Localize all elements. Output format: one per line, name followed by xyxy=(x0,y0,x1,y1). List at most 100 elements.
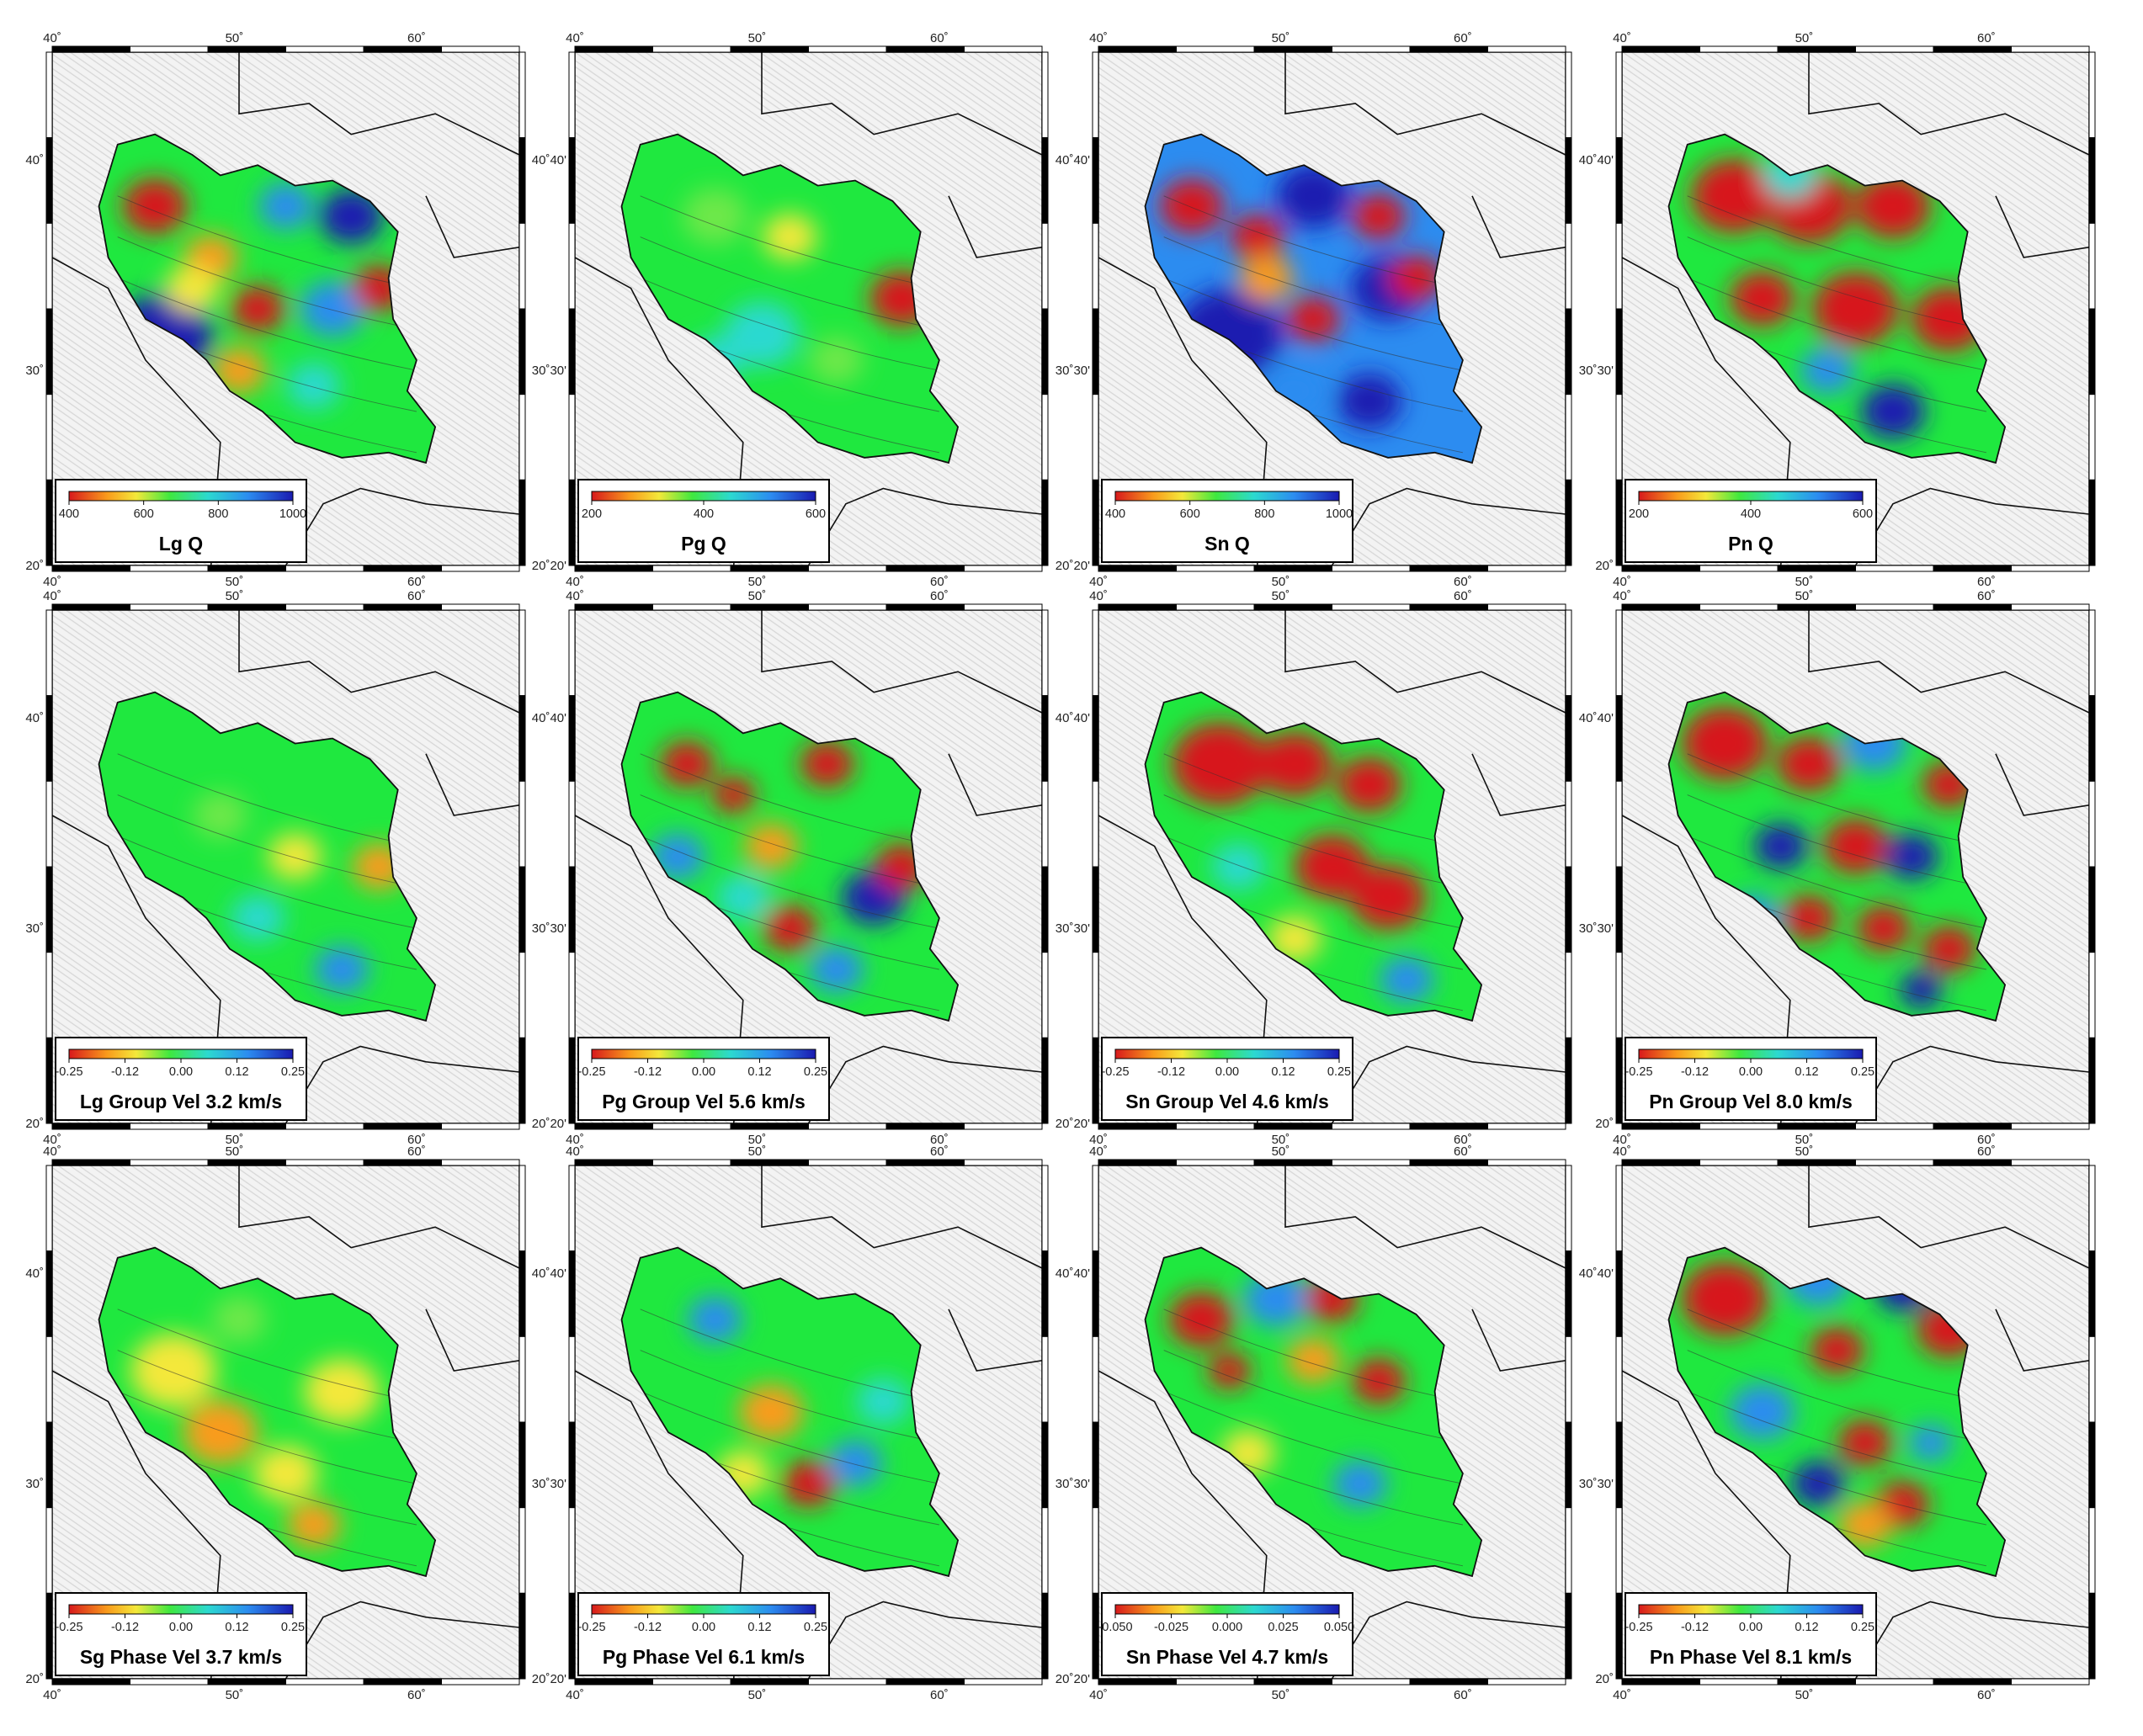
iran-border xyxy=(620,1246,960,1578)
colorbar-label: 600 xyxy=(1853,507,1873,521)
frame-tick-left xyxy=(1615,1165,1623,1252)
frame-tick-top xyxy=(1487,603,1566,611)
map-panel: 40˚ 40˚ 50˚ 50˚ 60˚ 60˚ 40˚40' 30˚30' 20˚ -0.25 -0… xyxy=(1579,1144,2096,1702)
anomaly-blob xyxy=(715,874,770,921)
lat-label: 20˚ xyxy=(25,1117,44,1131)
western-border xyxy=(1621,1370,1791,1680)
frame-tick-top xyxy=(1621,45,1700,53)
frame-tick-bottom xyxy=(730,1678,809,1686)
frame-tick-left xyxy=(1615,1037,1623,1124)
anomaly-blob xyxy=(1332,1460,1387,1507)
lat-label: 40˚40' xyxy=(532,1266,566,1281)
frame-tick-left xyxy=(45,1335,53,1423)
lon-label-top: 50˚ xyxy=(1795,1144,1814,1159)
lon-label-top: 50˚ xyxy=(226,1144,244,1159)
lon-label-bottom: 40˚ xyxy=(43,1688,61,1702)
lon-label-top: 50˚ xyxy=(1272,31,1290,45)
frame-tick-right xyxy=(518,1165,526,1252)
anomaly-blob xyxy=(1782,895,1836,942)
frame-tick-right xyxy=(518,780,526,868)
colorbar xyxy=(1638,491,1864,502)
anomaly-blob xyxy=(1776,736,1842,792)
panel-title: Lg Group Vel 3.2 km/s xyxy=(80,1091,282,1112)
anomaly-blob xyxy=(800,741,854,788)
colorbar-label: -0.25 xyxy=(577,1065,605,1079)
colorbar-label: 0.25 xyxy=(804,1621,827,1634)
frame-tick-top xyxy=(363,603,442,611)
frame-tick-left xyxy=(568,1037,576,1124)
anomaly-blob xyxy=(1159,178,1225,234)
frame-tick-left xyxy=(1092,222,1099,310)
lat-label: 20˚ xyxy=(1595,1672,1614,1686)
anomaly-blob xyxy=(724,302,800,367)
frame-tick-bottom xyxy=(885,1678,965,1686)
frame-tick-left xyxy=(45,695,53,782)
anomaly-blob xyxy=(828,1440,882,1487)
colorbar-label: 0.00 xyxy=(692,1065,715,1079)
frame-tick-top xyxy=(1621,1159,1700,1166)
frame-tick-top xyxy=(285,603,364,611)
lat-label: 20˚ xyxy=(25,1672,44,1686)
anomaly-blob xyxy=(1380,956,1434,1003)
frame-tick-top xyxy=(1253,1159,1332,1166)
frame-tick-top xyxy=(1176,603,1255,611)
frame-tick-top xyxy=(1699,45,1779,53)
eastern-border xyxy=(1471,1309,1566,1372)
frame-tick-bottom xyxy=(1098,1678,1177,1686)
frame-tick-left xyxy=(1092,952,1099,1038)
lon-label-bottom: 60˚ xyxy=(930,575,949,589)
frame-tick-top xyxy=(1699,603,1779,611)
frame-tick-right xyxy=(1565,137,1572,224)
frame-tick-right xyxy=(518,222,526,310)
frame-tick-right xyxy=(518,1421,526,1509)
lon-label-top: 50˚ xyxy=(748,589,767,603)
country-borders xyxy=(1098,1165,1566,1680)
lon-label-bottom: 50˚ xyxy=(226,575,244,589)
lon-label-bottom: 50˚ xyxy=(1795,575,1814,589)
frame-tick-bottom xyxy=(1409,1678,1488,1686)
anomaly-blob xyxy=(1352,193,1406,240)
iran-border xyxy=(1144,133,1483,465)
frame-tick-bottom xyxy=(1933,1123,2012,1130)
frame-tick-right xyxy=(518,1250,526,1337)
frame-tick-left xyxy=(1092,1507,1099,1594)
iran-border xyxy=(98,1246,437,1578)
frame-tick-top xyxy=(1777,1159,1856,1166)
colorbar xyxy=(591,1049,816,1059)
country-borders xyxy=(1621,1165,2090,1680)
lon-label-bottom: 40˚ xyxy=(1089,1688,1108,1702)
frame-tick-left xyxy=(1092,609,1099,697)
anomaly-blob xyxy=(809,337,864,384)
frame-tick-bottom xyxy=(1332,1678,1411,1686)
frame-tick-bottom xyxy=(1855,1678,1934,1686)
eastern-border xyxy=(1995,753,2090,816)
frame-tick-top xyxy=(2011,45,2090,53)
colorbar xyxy=(1114,1604,1340,1615)
frame-tick-bottom xyxy=(730,1123,809,1130)
anomaly-blob xyxy=(1908,1424,1952,1462)
frame-tick-top xyxy=(130,45,209,53)
colorbar-label: -0.25 xyxy=(55,1065,82,1079)
western-border xyxy=(1098,815,1268,1124)
lon-label-bottom: 60˚ xyxy=(1977,575,1996,589)
northern-border xyxy=(1808,1165,2090,1269)
frame-tick-right xyxy=(1041,1037,1049,1124)
frame-tick-left xyxy=(1615,394,1623,480)
lon-label-bottom: 50˚ xyxy=(748,1688,767,1702)
frame-tick-left xyxy=(1615,1250,1623,1337)
colorbar-label: 200 xyxy=(1629,507,1649,521)
frame-tick-top xyxy=(574,603,653,611)
northern-border xyxy=(238,1165,520,1269)
country-borders xyxy=(1621,610,2090,1124)
frame-tick-top xyxy=(730,1159,809,1166)
frame-tick-bottom xyxy=(441,1678,520,1686)
frame-tick-bottom xyxy=(51,1123,130,1130)
northern-border xyxy=(238,610,520,714)
frame-tick-right xyxy=(1565,780,1572,868)
frame-tick-right xyxy=(518,1335,526,1423)
lat-label: 20˚20' xyxy=(1056,1672,1090,1686)
western-border xyxy=(51,1370,221,1680)
lon-label-top: 50˚ xyxy=(748,31,767,45)
frame-tick-left xyxy=(1092,1335,1099,1423)
lon-label-bottom: 50˚ xyxy=(748,1133,767,1147)
